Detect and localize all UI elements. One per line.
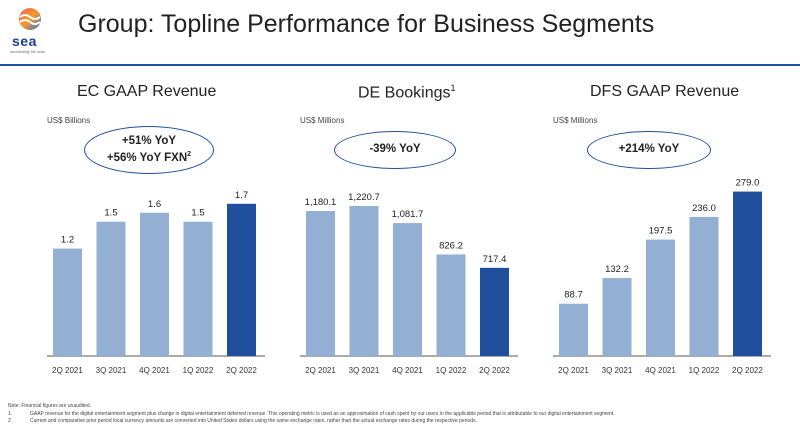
bar-4q-2021	[393, 223, 422, 356]
callout-line-yoy: +51% YoY	[121, 135, 177, 148]
x-tick-label: 2Q 2022	[732, 366, 763, 375]
panel-title-dfs: DFS GAAP Revenue	[590, 83, 740, 100]
bar-2q-2021	[559, 303, 588, 356]
data-label: 236.0	[692, 203, 716, 214]
data-label: 1,081.7	[392, 209, 424, 220]
callout-ellipse-dfs: +214% YoY	[587, 131, 711, 169]
footnote-header: Note: Financial figures are unaudited.	[8, 403, 92, 409]
x-tick-label: 3Q 2021	[349, 366, 380, 375]
sea-logo-icon	[19, 8, 41, 30]
bar-2q-2022	[227, 203, 256, 356]
x-tick-label: 1Q 2022	[689, 366, 720, 375]
bar-3q-2021	[96, 221, 126, 356]
x-tick-label: 4Q 2021	[645, 366, 676, 375]
bar-4q-2021	[140, 212, 169, 356]
data-label: 197.5	[649, 226, 673, 237]
callout-ellipse-ec: +51% YoY +56% YoY FXN2	[84, 126, 214, 174]
x-tick-label: 2Q 2021	[558, 366, 589, 375]
x-tick-label: 1Q 2022	[436, 366, 467, 375]
panel-title-de: DE Bookings1	[358, 83, 456, 102]
data-label: 1,180.1	[305, 197, 337, 208]
x-tick-label: 3Q 2021	[96, 366, 127, 375]
footnote-2: 2. Current and comparative prior period l…	[8, 418, 477, 424]
x-tick-label: 2Q 2022	[479, 366, 510, 375]
x-tick-label: 4Q 2021	[392, 366, 423, 375]
data-label: 826.2	[439, 240, 463, 251]
bar-3q-2021	[349, 206, 379, 356]
bar-1q-2022	[183, 221, 213, 356]
x-tick-label: 4Q 2021	[139, 366, 170, 375]
units-label-de: US$ Millions	[300, 116, 345, 125]
x-tick-label: 2Q 2021	[305, 366, 336, 375]
footnote-1: 1. GAAP revenue for the digital entertain…	[8, 410, 615, 417]
data-label: 717.4	[483, 254, 507, 265]
data-label: 1,220.7	[348, 192, 380, 203]
bar-1q-2022	[436, 254, 466, 356]
bar-4q-2021	[646, 239, 675, 356]
data-label: 1.2	[61, 235, 74, 246]
bar-2q-2021	[306, 210, 335, 356]
logo-tagline: connecting the dots	[10, 49, 45, 54]
callout-line-fxn: +56% YoY FXN2	[106, 150, 192, 164]
data-label: 132.2	[605, 264, 629, 275]
panel-title-ec: EC GAAP Revenue	[77, 83, 217, 100]
title-divider	[0, 64, 800, 66]
data-label: 1.5	[104, 208, 117, 219]
data-label: 279.0	[736, 178, 760, 189]
page-title: Group: Topline Performance for Business …	[78, 10, 655, 38]
callout-line-yoy: -39% YoY	[369, 143, 421, 156]
data-label: 1.5	[191, 208, 204, 219]
bar-2q-2022	[733, 191, 762, 356]
callout-ellipse-de: -39% YoY	[334, 131, 456, 169]
bar-2q-2021	[53, 248, 82, 356]
data-label: 88.7	[564, 290, 583, 301]
callout-line-yoy: +214% YoY	[618, 143, 680, 156]
data-label: 1.6	[148, 199, 161, 210]
footnotes: Note: Financial figures are unaudited. 1…	[8, 403, 615, 426]
bar-2q-2022	[480, 267, 509, 356]
bar-3q-2021	[602, 278, 632, 356]
x-tick-label: 2Q 2022	[226, 366, 257, 375]
units-label-dfs: US$ Millions	[553, 116, 598, 125]
logo-wordmark: sea	[12, 33, 37, 49]
bar-1q-2022	[689, 216, 719, 356]
data-label: 1.7	[235, 190, 248, 201]
units-label-ec: US$ Billions	[47, 116, 91, 125]
x-tick-label: 2Q 2021	[52, 366, 83, 375]
x-tick-label: 3Q 2021	[602, 366, 633, 375]
x-tick-label: 1Q 2022	[183, 366, 214, 375]
